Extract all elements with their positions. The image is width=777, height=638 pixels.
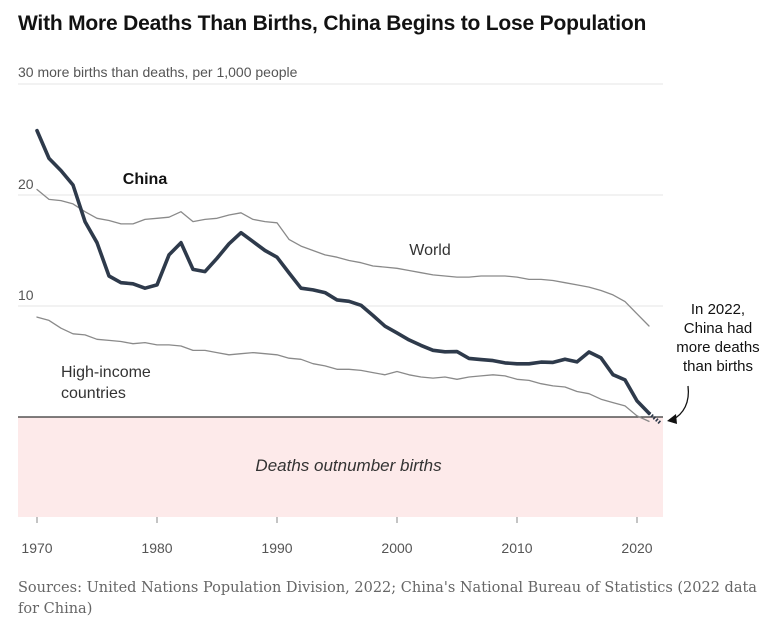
source-note: Sources: United Nations Population Divis…: [18, 580, 757, 617]
x-tick-label-1980: 1980: [141, 540, 172, 556]
x-tick-label-2010: 2010: [501, 540, 532, 556]
chart-title: With More Deaths Than Births, China Begi…: [18, 12, 647, 35]
x-tick-label-1990: 1990: [261, 540, 292, 556]
y-tick-label-10: 10: [18, 287, 34, 303]
series-label-high-income: High-income countries: [61, 364, 151, 402]
background-layer: [18, 417, 663, 517]
annotation-china-2022: In 2022, China had more deaths than births: [676, 301, 759, 375]
chart-subtitle: 30 more births than deaths, per 1,000 pe…: [18, 64, 298, 80]
series-line-world: [36, 188, 650, 327]
x-tick-label-1970: 1970: [21, 540, 52, 556]
series-layer: [35, 128, 663, 426]
x-tick-label-2020: 2020: [621, 540, 652, 556]
x-tick-label-2000: 2000: [381, 540, 412, 556]
line-chart: Deaths outnumber births 10 20 1970 1980 1990 2…: [18, 83, 760, 556]
grid-layer: [18, 83, 663, 523]
label-layer: Deaths outnumber births 10 20 1970 1980 1990 2…: [18, 171, 760, 556]
series-line-high-income: [36, 316, 650, 423]
series-label-china: China: [123, 171, 168, 188]
series-line-china-negative-tail: [647, 411, 663, 426]
annotation-arrow: [671, 385, 690, 421]
series-line-china: [35, 128, 651, 415]
negative-region-label: Deaths outnumber births: [255, 456, 442, 475]
y-tick-label-20: 20: [18, 176, 34, 192]
annotation-arrowhead: [667, 414, 677, 424]
negative-region: [18, 417, 663, 517]
series-label-world: World: [409, 242, 451, 259]
